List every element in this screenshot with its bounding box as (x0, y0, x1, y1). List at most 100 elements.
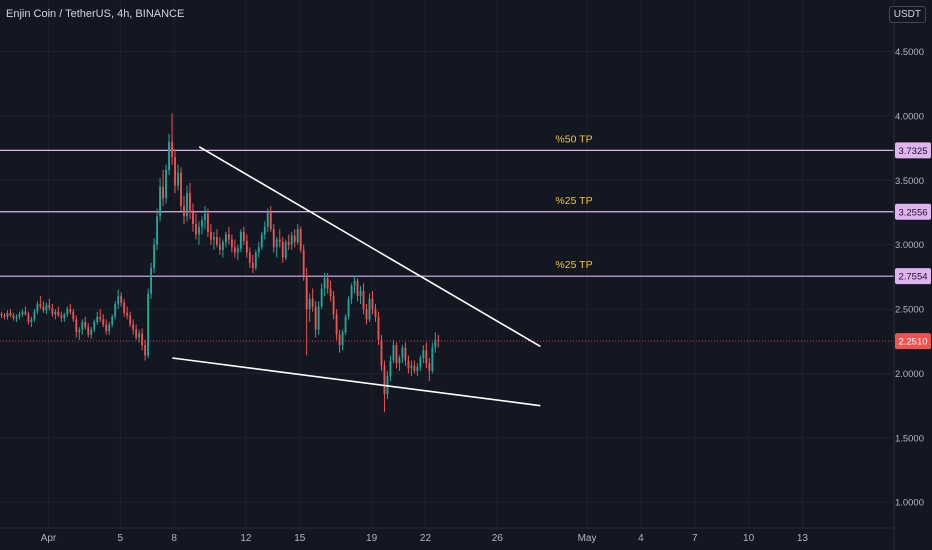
level-price-tag (895, 203, 931, 220)
candle-body (251, 262, 254, 268)
candle-body (296, 229, 299, 243)
candle-body (210, 231, 212, 240)
candle-body (201, 220, 203, 227)
candle-body (368, 298, 371, 320)
y-tick-label: 2.0000 (895, 369, 924, 380)
candle-body (54, 311, 57, 315)
level-price-label: 2.7554 (898, 272, 927, 283)
take-profit-levels: %50 TP %25 TP %25 TP (0, 133, 894, 342)
candle-body (419, 358, 422, 368)
candle-body (24, 311, 27, 315)
candle-body (129, 315, 132, 325)
candle-body (320, 288, 323, 307)
candle-body (242, 231, 245, 241)
candle-body (254, 252, 257, 268)
candle-body (33, 311, 36, 320)
candle-body (48, 305, 51, 308)
candle-body (386, 376, 389, 395)
candle-body (293, 235, 296, 243)
candle-body (99, 316, 102, 320)
candle-body (9, 312, 12, 316)
candle-body (0, 314, 3, 316)
candle-body (138, 333, 141, 338)
candle-body (305, 275, 308, 310)
candlestick-series (0, 113, 440, 413)
candle-body (141, 333, 144, 346)
candle-body (365, 309, 368, 320)
candle-body (266, 212, 269, 227)
candle-body (135, 329, 138, 338)
candle-body (218, 244, 221, 250)
candle-body (269, 212, 272, 230)
trendline (198, 146, 541, 348)
candle-body (36, 303, 39, 312)
candle-body (341, 332, 344, 346)
candle-body (147, 293, 150, 356)
candle-body (437, 339, 440, 342)
candle-body (335, 314, 338, 335)
candle-body (27, 314, 30, 322)
x-tick-label: 12 (240, 533, 252, 544)
candle-body (114, 303, 117, 317)
symbol-title: Enjin Coin / TetherUS, 4h, BINANCE (6, 8, 185, 20)
candle-body (180, 172, 182, 207)
time-axis-background (0, 528, 932, 550)
candle-body (407, 360, 410, 369)
candle-body (51, 307, 54, 315)
candle-body (198, 226, 200, 235)
candle-body (389, 360, 392, 377)
x-tick-label: 15 (294, 533, 306, 544)
price-axis[interactable]: 4.5000 4.0000 3.5000 3.0000 2.5000 2.0000 1.50… (895, 47, 924, 509)
candle-body (168, 141, 170, 170)
candle-body (126, 312, 129, 316)
candle-body (84, 321, 87, 328)
candle-body (212, 236, 215, 240)
candle-body (144, 345, 147, 356)
candle-body (153, 244, 156, 268)
candle-body (248, 252, 251, 263)
current-price-label: 2.2510 (898, 337, 927, 348)
candle-body (317, 306, 320, 330)
candle-body (150, 267, 153, 294)
tp-level-annotation: %25 TP (555, 259, 592, 271)
wedge-trendlines (172, 146, 541, 407)
candle-body (263, 226, 266, 235)
candle-body (159, 186, 161, 217)
candle-body (245, 240, 248, 253)
candle-body (78, 329, 81, 333)
candle-body (422, 350, 425, 359)
candle-body (332, 296, 335, 315)
candle-body (69, 309, 72, 312)
time-axis[interactable]: Apr 5 8 12 15 19 22 26 May 4 7 10 13 (41, 533, 809, 544)
currency-button[interactable]: USDT (888, 6, 926, 23)
candle-body (227, 234, 230, 240)
candle-body (132, 324, 135, 330)
candle-body (81, 321, 84, 330)
candle-body (299, 229, 302, 250)
candle-body (410, 365, 413, 369)
candle-body (431, 347, 434, 371)
y-tick-label: 4.5000 (895, 47, 924, 58)
candle-body (302, 249, 305, 276)
candle-body (260, 234, 263, 248)
y-tick-label: 3.5000 (895, 176, 924, 187)
price-tags: 3.7325 3.2556 2.7554 2.2510 (895, 142, 931, 350)
x-tick-label: 19 (366, 533, 378, 544)
candle-body (12, 315, 15, 319)
candle-body (45, 305, 48, 311)
candle-body (398, 358, 401, 364)
candle-body (63, 314, 66, 319)
candle-body (192, 212, 194, 225)
candle-body (207, 213, 209, 232)
candle-body (353, 280, 356, 286)
candle-body (236, 248, 239, 253)
candle-body (392, 345, 395, 361)
candle-body (401, 347, 404, 359)
candle-body (287, 242, 290, 245)
candle-body (162, 186, 164, 199)
candle-body (174, 157, 176, 186)
candle-body (93, 321, 96, 330)
candle-body (111, 316, 114, 325)
candle-body (434, 339, 437, 348)
